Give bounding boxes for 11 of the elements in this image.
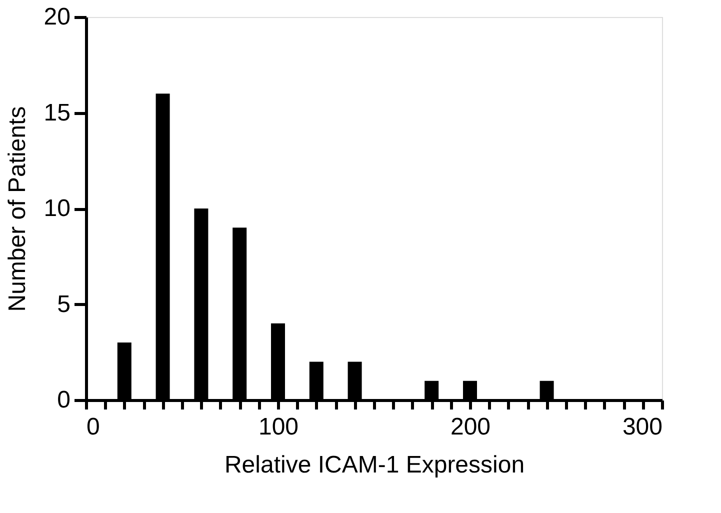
x-tick-label: 300 [622,414,662,440]
y-tick-label: 15 [44,99,70,126]
y-axis-title: Number of Patients [4,106,31,312]
x-axis-title: Relative ICAM-1 Expression [224,452,525,478]
y-tick-label: 20 [44,4,70,30]
y-tick-label: 0 [57,386,70,414]
x-tick-label: 200 [450,414,491,440]
x-tick-label: 0 [86,414,100,440]
x-tick-label: 100 [258,414,299,440]
y-tick-label: 5 [57,290,70,318]
y-tick-label: 10 [44,195,70,222]
